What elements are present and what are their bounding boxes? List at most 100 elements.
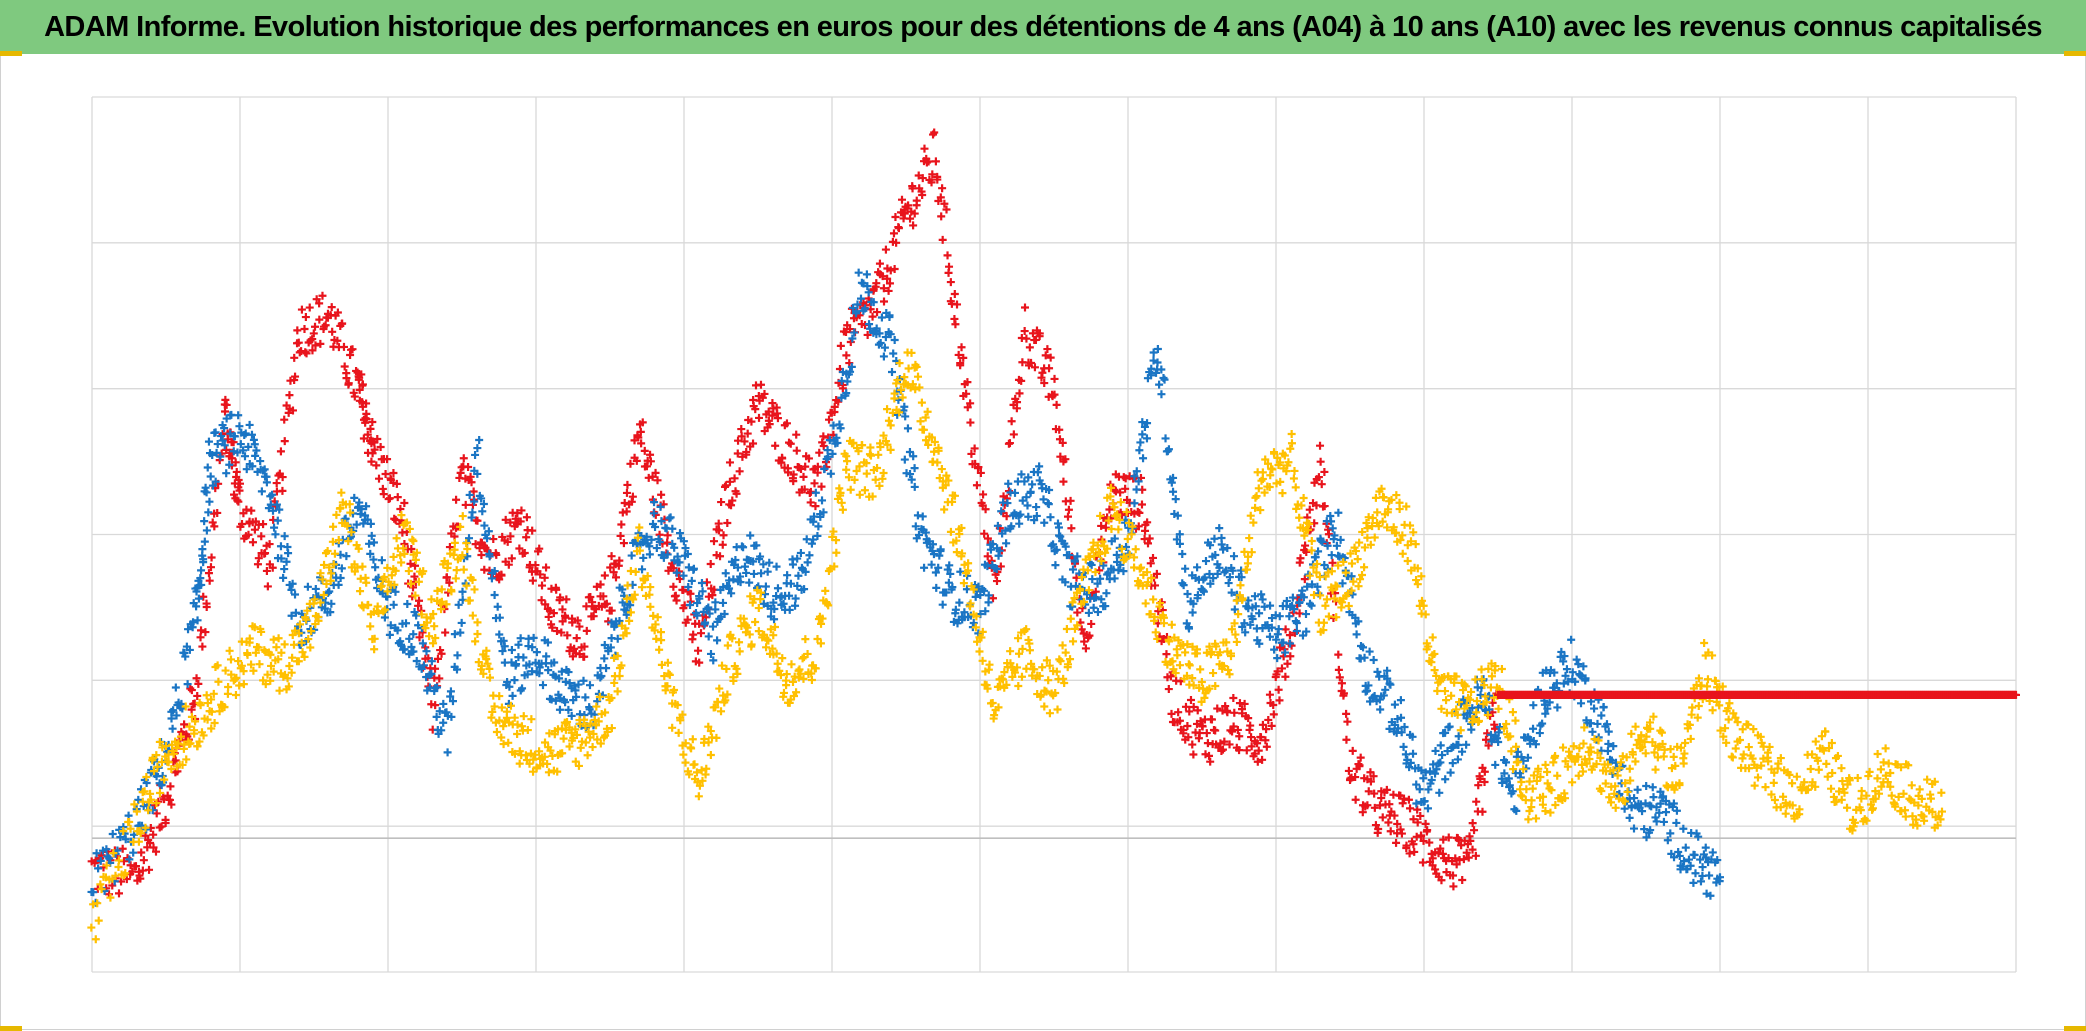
series-red-point xyxy=(410,572,419,581)
series-red-point xyxy=(914,171,923,180)
series-red-point xyxy=(1040,379,1049,388)
series-red-point xyxy=(1050,374,1059,383)
series-blue-point xyxy=(749,569,758,578)
series-blue-point xyxy=(1056,532,1065,541)
series-red-point xyxy=(321,321,330,330)
series-blue-point xyxy=(1223,544,1232,553)
series-red-point xyxy=(1242,746,1251,755)
series-red-point xyxy=(873,308,882,317)
series-blue-point xyxy=(770,615,779,624)
series-yellow-point xyxy=(635,523,644,532)
series-red-point xyxy=(1472,797,1481,806)
series-red-point xyxy=(1195,729,1204,738)
series-blue-point xyxy=(672,568,681,577)
series-red-point xyxy=(339,342,348,351)
series-red-point xyxy=(247,506,256,515)
series-red-point xyxy=(528,526,537,535)
series-red-point xyxy=(1459,855,1468,864)
series-red-point xyxy=(196,633,205,642)
series-blue-point xyxy=(1089,603,1098,612)
series-red-point xyxy=(1281,625,1290,634)
series-red-point xyxy=(786,439,795,448)
series-red-point xyxy=(1370,789,1379,798)
series-blue-point xyxy=(1054,523,1063,532)
series-red-point xyxy=(891,213,900,222)
series-blue-point xyxy=(366,549,375,558)
series-red-point xyxy=(1413,818,1422,827)
series-blue-point xyxy=(1119,567,1128,576)
series-blue-point xyxy=(843,377,852,386)
series-red-point xyxy=(719,531,728,540)
series-red-point xyxy=(783,464,792,473)
series-blue-point xyxy=(1603,747,1612,756)
series-red-point xyxy=(792,446,801,455)
series-red-point xyxy=(1471,851,1480,860)
series-blue-point xyxy=(1535,729,1544,738)
series-yellow-point xyxy=(940,505,949,514)
series-blue-point xyxy=(478,507,487,516)
series-blue-point xyxy=(1007,522,1016,531)
series-yellow-point xyxy=(543,759,552,768)
series-blue-point xyxy=(811,488,820,497)
series-blue-point xyxy=(864,288,873,297)
series-blue-point xyxy=(836,424,845,433)
series-blue-point xyxy=(761,582,770,591)
series-blue-point xyxy=(1142,434,1151,443)
series-red-point xyxy=(694,646,703,655)
series-blue-point xyxy=(946,569,955,578)
series-red-point xyxy=(797,464,806,473)
series-red-point xyxy=(452,495,461,504)
series-blue-point xyxy=(561,698,570,707)
series-blue-point xyxy=(427,669,436,678)
series-yellow-point xyxy=(399,544,408,553)
series-blue-point xyxy=(597,672,606,681)
series-yellow-point xyxy=(1669,752,1678,761)
series-red-point xyxy=(940,199,949,208)
series-red-point xyxy=(1213,704,1222,713)
series-red-point xyxy=(918,190,927,199)
series-yellow-point xyxy=(1149,595,1158,604)
series-red-point xyxy=(563,631,572,640)
series-red-point xyxy=(637,439,646,448)
series-yellow-point xyxy=(1406,521,1415,530)
series-blue-point xyxy=(1001,526,1010,535)
series-red-point xyxy=(1041,351,1050,360)
series-blue-point xyxy=(1588,727,1597,736)
series-red-point xyxy=(379,490,388,499)
series-red-point xyxy=(806,498,815,507)
series-yellow-point xyxy=(681,758,690,767)
series-blue-point xyxy=(1221,566,1230,575)
series-yellow-point xyxy=(235,681,244,690)
series-yellow-point xyxy=(1578,767,1587,776)
series-red-point xyxy=(819,432,828,441)
series-blue-point xyxy=(245,420,254,429)
series-red-point xyxy=(945,262,954,271)
series-red-point xyxy=(1396,825,1405,834)
series-red-point xyxy=(1317,480,1326,489)
series-blue-point xyxy=(1052,545,1061,554)
series-blue-point xyxy=(1132,467,1141,476)
series-blue-point xyxy=(181,652,190,661)
series-yellow-point xyxy=(1744,743,1753,752)
series-blue-point xyxy=(752,541,761,550)
series-blue-point xyxy=(918,512,927,521)
series-blue-point xyxy=(490,567,499,576)
series-yellow-point xyxy=(1392,491,1401,500)
series-blue-point xyxy=(1698,863,1707,872)
series-red-point xyxy=(725,477,734,486)
series-blue-point xyxy=(856,294,865,303)
series-red-point xyxy=(1189,703,1198,712)
series-blue-point xyxy=(1213,569,1222,578)
series-red-point xyxy=(799,472,808,481)
series-blue-point xyxy=(915,531,924,540)
series-red-point xyxy=(1258,720,1267,729)
series-red-point xyxy=(278,486,287,495)
series-blue-point xyxy=(419,661,428,670)
series-blue-point xyxy=(471,450,480,459)
series-blue-point xyxy=(268,490,277,499)
series-red-point xyxy=(1436,844,1445,853)
series-blue-point xyxy=(168,724,177,733)
series-blue-point xyxy=(984,591,993,600)
series-blue-point xyxy=(638,565,647,574)
series-red-point xyxy=(1348,746,1357,755)
